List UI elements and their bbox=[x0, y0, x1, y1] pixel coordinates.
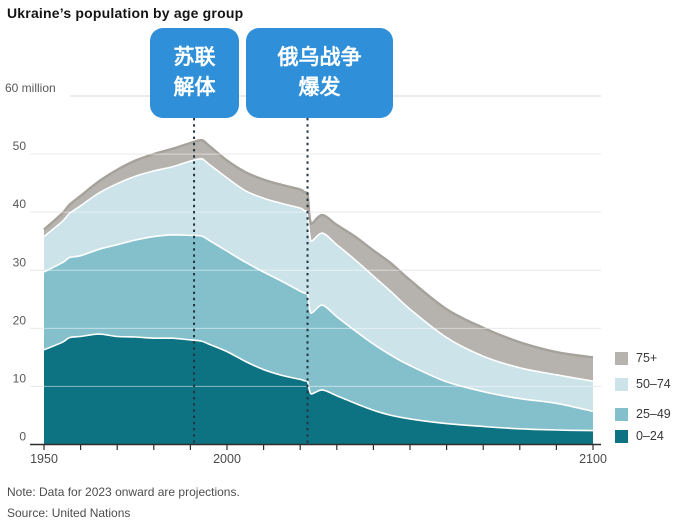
legend-swatch-75plus bbox=[615, 351, 628, 365]
area-band-50-74 bbox=[44, 158, 593, 412]
legend-item-25-49: 25–49 bbox=[615, 407, 671, 421]
svg-text:10: 10 bbox=[13, 371, 27, 385]
area-band-0-24 bbox=[44, 334, 593, 445]
area-band-75+ bbox=[44, 140, 593, 382]
chart-title: Ukraine’s population by age group bbox=[7, 5, 244, 21]
annotation-callout-soviet-text: 苏联 解体 bbox=[173, 46, 216, 99]
y-axis-labels: 0 10 20 30 40 50 60 million bbox=[5, 81, 56, 444]
legend-swatch-25-49 bbox=[615, 407, 628, 421]
band-edge-0-24 bbox=[43, 333, 594, 432]
annotation-callout-war-outbreak: 俄乌战争 爆发 bbox=[246, 28, 393, 118]
annotation-callout-war-text: 俄乌战争 爆发 bbox=[277, 46, 362, 99]
legend-label-75plus: 75+ bbox=[636, 351, 658, 365]
band-edge-75+ bbox=[43, 138, 594, 359]
legend-label-25-49: 25–49 bbox=[636, 407, 671, 421]
legend-label-0-24: 0–24 bbox=[636, 429, 664, 443]
legend-swatch-0-24 bbox=[615, 429, 628, 443]
legend-label-50-74: 50–74 bbox=[636, 377, 671, 391]
svg-text:0: 0 bbox=[19, 430, 26, 444]
svg-text:30: 30 bbox=[13, 255, 27, 269]
band-edge-25-49 bbox=[43, 233, 594, 413]
svg-text:40: 40 bbox=[13, 197, 27, 211]
legend-swatch-50-74 bbox=[615, 377, 628, 391]
svg-text:50: 50 bbox=[13, 139, 27, 153]
svg-text:2100: 2100 bbox=[579, 452, 607, 466]
band-edge-50-74 bbox=[43, 157, 594, 382]
annotation-callout-soviet-collapse: 苏联 解体 bbox=[150, 28, 239, 118]
legend-item-50-74: 50–74 bbox=[615, 377, 671, 391]
footnote: Note: Data for 2023 onward are projectio… bbox=[7, 485, 240, 499]
x-axis: 1950 2000 2100 bbox=[30, 443, 607, 466]
svg-text:2000: 2000 bbox=[213, 452, 241, 466]
legend-item-0-24: 0–24 bbox=[615, 429, 664, 443]
source-line: Source: United Nations bbox=[7, 506, 131, 520]
gridline-overlays bbox=[30, 153, 601, 387]
svg-text:1950: 1950 bbox=[30, 452, 58, 466]
svg-text:60 million: 60 million bbox=[5, 81, 56, 95]
area-band-25-49 bbox=[44, 234, 593, 431]
legend: 75+ 50–74 25–49 0–24 bbox=[615, 351, 690, 451]
legend-item-75plus: 75+ bbox=[615, 351, 657, 365]
svg-text:20: 20 bbox=[13, 313, 27, 327]
area-bands bbox=[43, 138, 594, 445]
